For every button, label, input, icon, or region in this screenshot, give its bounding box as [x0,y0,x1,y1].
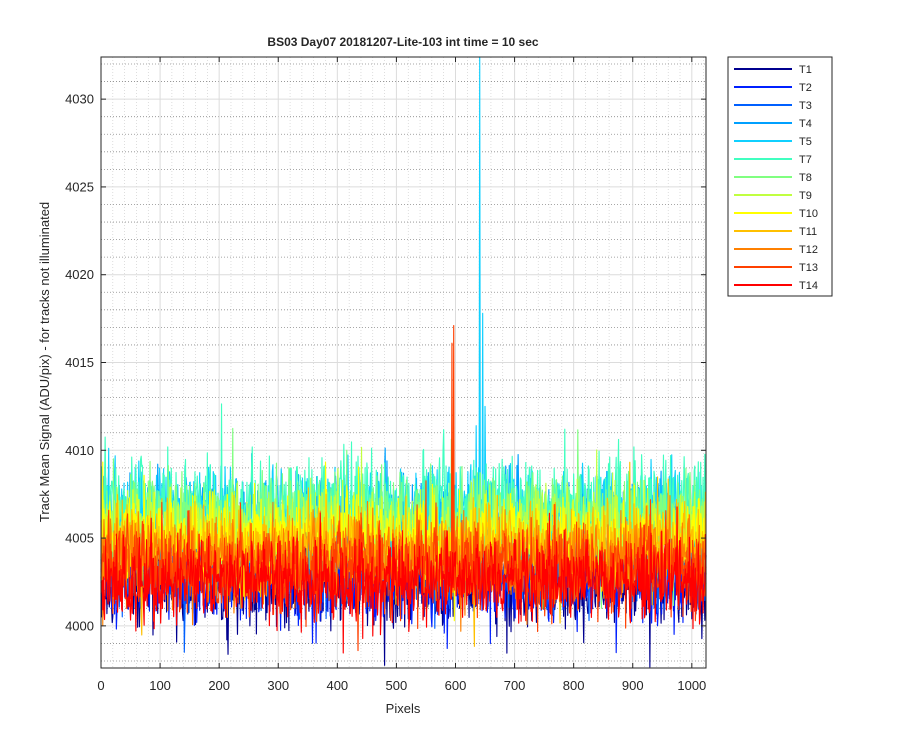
x-axis-label: Pixels [386,701,421,716]
legend-label: T7 [799,154,812,166]
legend-item-t12[interactable]: T12 [734,244,818,256]
legend-label: T12 [799,244,818,256]
legend-label: T9 [799,190,812,202]
legend-item-t7[interactable]: T7 [734,154,812,166]
legend-item-t11[interactable]: T11 [734,226,817,238]
y-tick-label: 4000 [65,618,94,633]
legend-label: T2 [799,82,812,94]
series-group [100,56,707,668]
legend-label: T8 [799,172,812,184]
x-tick-label: 200 [208,678,230,693]
legend-item-t10[interactable]: T10 [734,208,818,220]
legend-label: T10 [799,208,818,220]
legend-item-t3[interactable]: T3 [734,100,812,112]
x-tick-label: 500 [386,678,408,693]
legend[interactable]: T1 T2 T3 T4 T5 T7 T8 T9 T10 T11 T12 T13 T14 [727,56,833,297]
legend-item-t1[interactable]: T1 [734,64,812,76]
x-tick-label: 100 [149,678,171,693]
legend-item-t4[interactable]: T4 [734,118,812,130]
y-tick-label: 4020 [65,267,94,282]
legend-label: T3 [799,100,812,112]
legend-label: T1 [799,64,812,76]
y-tick-label: 4005 [65,531,94,546]
legend-item-t9[interactable]: T9 [734,190,812,202]
legend-item-t5[interactable]: T5 [734,136,812,148]
y-tick-label: 4030 [65,92,94,107]
x-tick-label: 1000 [677,678,706,693]
x-tick-label: 900 [622,678,644,693]
axis-ticks: 0 100 200 300 400 500 600 700 800 900 1000 4000 4005… [65,57,706,693]
series-line-t14 [100,506,707,654]
legend-label: T13 [799,262,818,274]
legend-label: T5 [799,136,812,148]
x-tick-label: 600 [445,678,467,693]
legend-label: T11 [799,226,817,238]
legend-item-t2[interactable]: T2 [734,82,812,94]
x-tick-label: 400 [326,678,348,693]
x-tick-label: 300 [267,678,289,693]
x-tick-label: 700 [504,678,526,693]
legend-item-t13[interactable]: T13 [734,262,818,274]
x-tick-label: 800 [563,678,585,693]
chart-title: BS03 Day07 20181207-Lite-103 int time = … [267,35,538,49]
x-tick-label: 0 [97,678,104,693]
legend-label: T4 [799,118,812,130]
legend-label: T14 [799,280,818,292]
legend-item-t14[interactable]: T14 [734,280,818,292]
legend-item-t8[interactable]: T8 [734,172,812,184]
y-tick-label: 4015 [65,355,94,370]
y-tick-label: 4010 [65,443,94,458]
y-axis-label: Track Mean Signal (ADU/pix) - for tracks… [37,202,52,522]
y-tick-label: 4025 [65,179,94,194]
